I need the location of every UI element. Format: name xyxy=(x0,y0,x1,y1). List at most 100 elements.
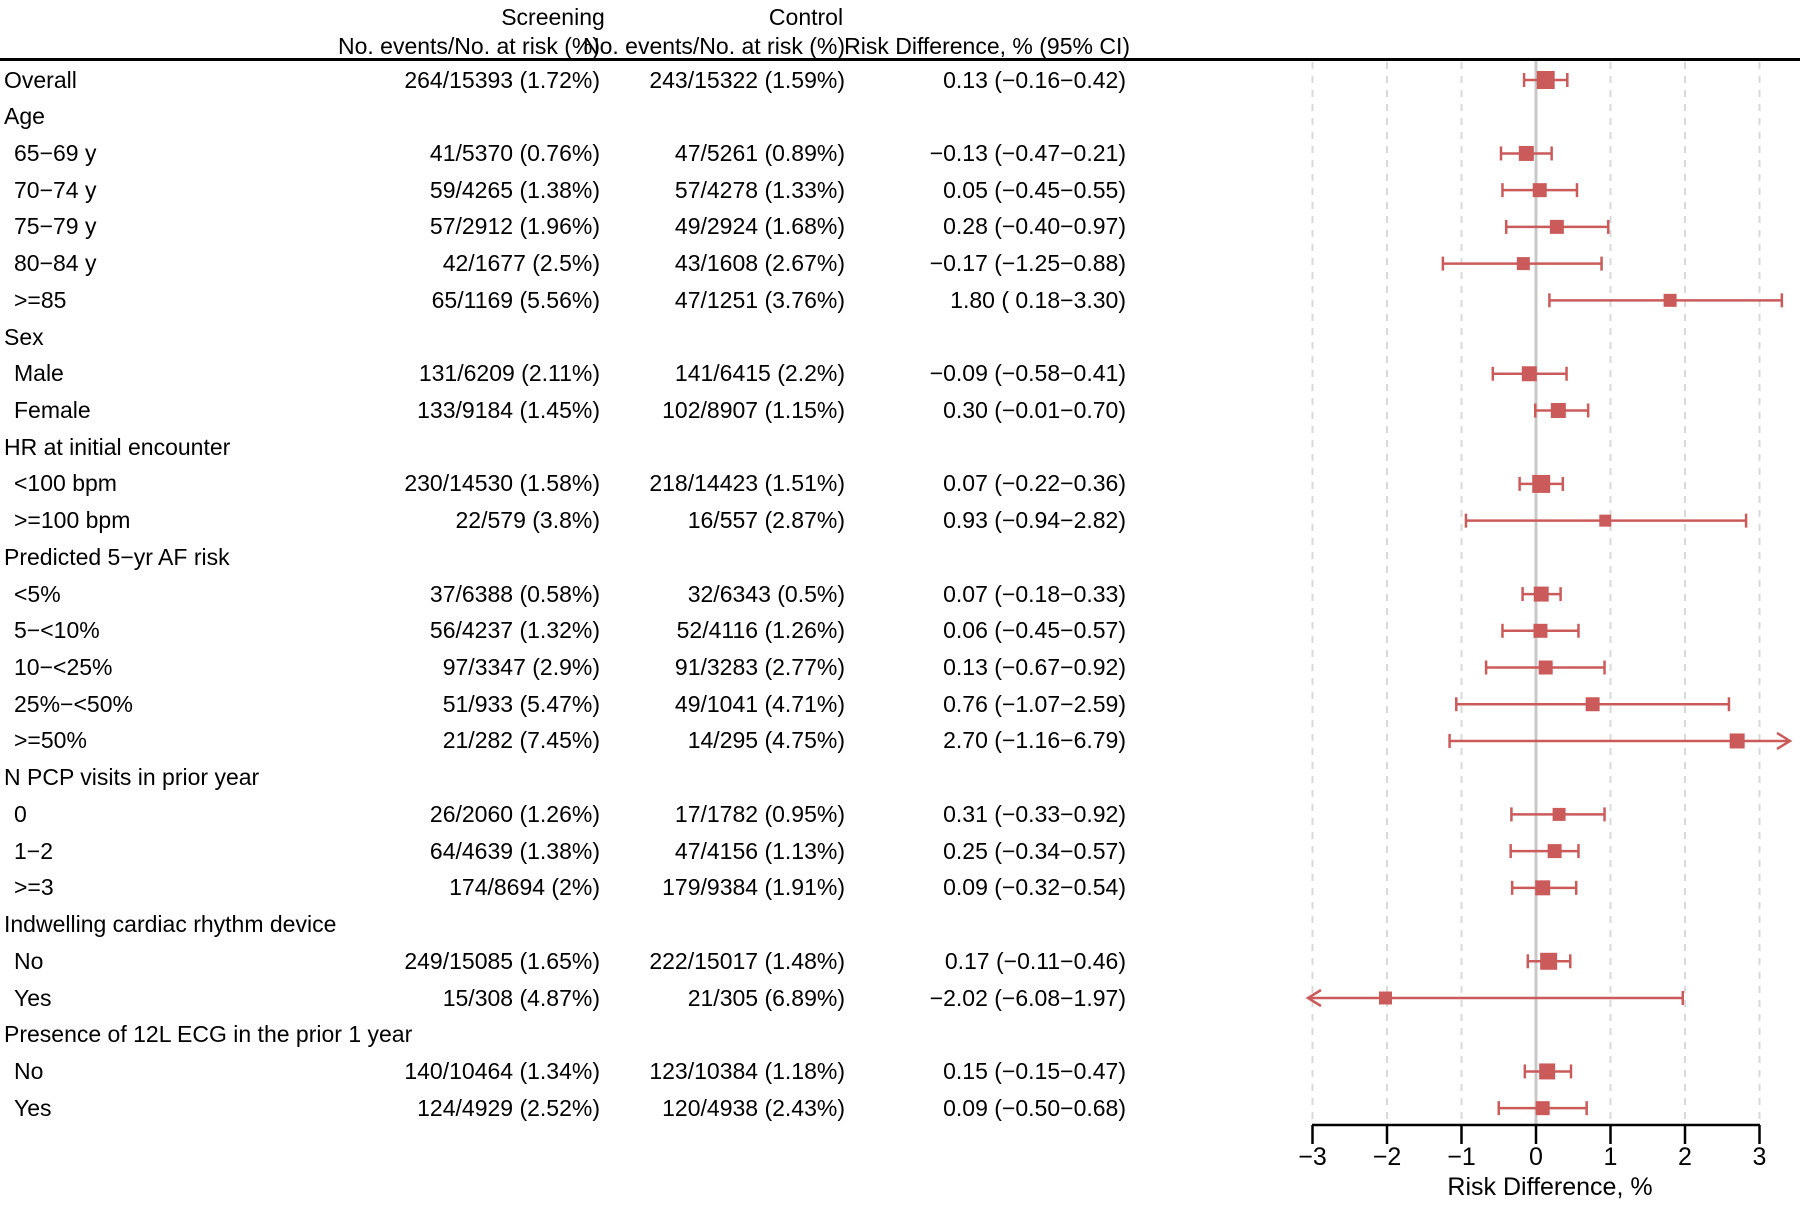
screening-value: 51/933 (5.47%) xyxy=(442,691,600,717)
row-label: Sex xyxy=(4,324,44,350)
screening-value: 97/3347 (2.9%) xyxy=(442,654,600,680)
screening-value: 131/6209 (2.11%) xyxy=(418,360,600,386)
screening-value: 42/1677 (2.5%) xyxy=(442,250,600,276)
risk-difference-value: 0.05 (−0.45−0.55) xyxy=(943,177,1126,203)
marker-square xyxy=(1599,514,1612,527)
control-value: 141/6415 (2.2%) xyxy=(674,360,845,386)
row-label: No xyxy=(14,1058,44,1084)
screening-value: 124/4929 (2.52%) xyxy=(417,1095,600,1121)
marker-square xyxy=(1532,474,1551,493)
marker-square xyxy=(1535,1101,1550,1116)
column-header-control: Control xyxy=(768,4,844,30)
risk-difference-value: 0.07 (−0.18−0.33) xyxy=(943,581,1126,607)
risk-difference-value: −0.13 (−0.47−0.21) xyxy=(929,140,1126,166)
risk-difference-value: 0.25 (−0.34−0.57) xyxy=(943,838,1126,864)
row-label: 0 xyxy=(14,801,27,827)
control-value: 57/4278 (1.33%) xyxy=(674,177,845,203)
row-label: Predicted 5−yr AF risk xyxy=(4,544,230,570)
screening-value: 140/10464 (1.34%) xyxy=(404,1058,600,1084)
screening-value: 15/308 (4.87%) xyxy=(442,985,600,1011)
marker-square xyxy=(1540,952,1558,970)
control-value: 243/15322 (1.59%) xyxy=(649,67,845,93)
row-label: 1−2 xyxy=(14,838,54,864)
control-value: 218/14423 (1.51%) xyxy=(649,470,845,496)
marker-square xyxy=(1547,844,1562,859)
screening-value: 26/2060 (1.26%) xyxy=(429,801,600,827)
marker-square xyxy=(1549,219,1564,234)
row-label: >=85 xyxy=(14,287,67,313)
marker-square xyxy=(1538,660,1553,675)
x-axis-tick-label: −2 xyxy=(1372,1143,1402,1171)
row-label: 75−79 y xyxy=(14,213,97,239)
control-value: 47/1251 (3.76%) xyxy=(674,287,845,313)
marker-square xyxy=(1729,733,1745,749)
screening-value: 64/4639 (1.38%) xyxy=(429,838,600,864)
row-label: 10−<25% xyxy=(14,654,113,680)
risk-difference-value: 0.93 (−0.94−2.82) xyxy=(943,507,1126,533)
control-value: 21/305 (6.89%) xyxy=(687,985,845,1011)
control-value: 47/4156 (1.13%) xyxy=(674,838,845,864)
row-label: >=100 bpm xyxy=(14,507,131,533)
control-value: 222/15017 (1.48%) xyxy=(649,948,845,974)
row-label: Female xyxy=(14,397,91,423)
risk-difference-value: 0.13 (−0.16−0.42) xyxy=(943,67,1126,93)
row-label: >=50% xyxy=(14,727,87,753)
screening-value: 174/8694 (2%) xyxy=(449,874,600,900)
control-value: 14/295 (4.75%) xyxy=(687,727,845,753)
risk-difference-value: 1.80 ( 0.18−3.30) xyxy=(950,287,1126,313)
screening-value: 57/2912 (1.96%) xyxy=(429,213,600,239)
x-axis-title: Risk Difference, % xyxy=(1447,1173,1653,1201)
screening-value: 56/4237 (1.32%) xyxy=(429,617,600,643)
control-value: 17/1782 (0.95%) xyxy=(674,801,845,827)
risk-difference-value: 0.06 (−0.45−0.57) xyxy=(943,617,1126,643)
marker-square xyxy=(1536,71,1555,89)
risk-difference-value: 0.28 (−0.40−0.97) xyxy=(943,213,1126,239)
x-axis-tick-label: −1 xyxy=(1447,1143,1476,1171)
marker-square xyxy=(1663,293,1677,307)
screening-value: 65/1169 (5.56%) xyxy=(431,287,600,313)
risk-difference-value: 0.15 (−0.15−0.47) xyxy=(943,1058,1126,1084)
risk-difference-value: −0.09 (−0.58−0.41) xyxy=(929,360,1126,386)
row-label: N PCP visits in prior year xyxy=(4,764,260,790)
marker-square xyxy=(1379,991,1393,1005)
risk-difference-value: 2.70 (−1.16−6.79) xyxy=(943,727,1126,753)
column-subheader-screening-events: No. events/No. at risk (%) xyxy=(337,33,600,59)
risk-difference-value: −2.02 (−6.08−1.97) xyxy=(929,985,1126,1011)
risk-difference-value: 0.30 (−0.01−0.70) xyxy=(943,397,1126,423)
row-label: Yes xyxy=(14,1095,52,1121)
risk-difference-value: 0.09 (−0.50−0.68) xyxy=(943,1095,1126,1121)
control-value: 120/4938 (2.43%) xyxy=(662,1095,845,1121)
risk-difference-value: 0.17 (−0.11−0.46) xyxy=(944,948,1126,974)
control-value: 47/5261 (0.89%) xyxy=(674,140,845,166)
row-label: Male xyxy=(14,360,64,386)
screening-value: 59/4265 (1.38%) xyxy=(429,177,600,203)
control-value: 179/9384 (1.91%) xyxy=(662,874,845,900)
row-label: >=3 xyxy=(14,874,54,900)
arrowhead-right xyxy=(1776,731,1793,751)
marker-square xyxy=(1533,623,1548,638)
column-header-risk-difference: Risk Difference, % (95% CI) xyxy=(844,33,1130,59)
x-axis-tick-label: 3 xyxy=(1752,1143,1767,1171)
row-label: 65−69 y xyxy=(14,140,97,166)
screening-value: 230/14530 (1.58%) xyxy=(404,470,600,496)
screening-value: 41/5370 (0.76%) xyxy=(429,140,600,166)
row-label: Age xyxy=(4,103,45,129)
marker-square xyxy=(1518,145,1534,161)
column-header-screening: Screening xyxy=(501,4,605,30)
marker-square xyxy=(1535,880,1551,896)
row-label: 5−<10% xyxy=(14,617,100,643)
risk-difference-value: 0.31 (−0.33−0.92) xyxy=(943,801,1126,827)
risk-difference-value: 0.09 (−0.32−0.54) xyxy=(943,874,1126,900)
row-label: Overall xyxy=(4,67,77,93)
marker-square xyxy=(1585,697,1600,712)
row-label: No xyxy=(14,948,44,974)
screening-value: 22/579 (3.8%) xyxy=(455,507,600,533)
control-value: 49/2924 (1.68%) xyxy=(674,213,845,239)
row-label: Presence of 12L ECG in the prior 1 year xyxy=(4,1021,413,1047)
control-value: 16/557 (2.87%) xyxy=(687,507,845,533)
marker-square xyxy=(1532,183,1547,198)
screening-value: 249/15085 (1.65%) xyxy=(404,948,600,974)
risk-difference-value: −0.17 (−1.25−0.88) xyxy=(929,250,1126,276)
